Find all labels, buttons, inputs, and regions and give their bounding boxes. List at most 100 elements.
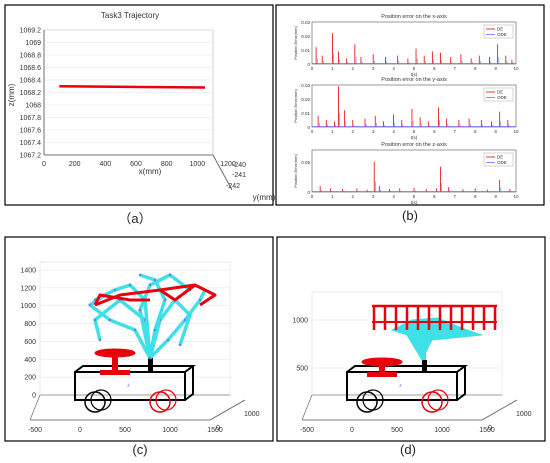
z-axis-label: z(mm) <box>7 83 16 106</box>
z-tick-label: 1069 <box>25 40 41 47</box>
z-tick-label: 1068.4 <box>20 78 42 85</box>
subplot-frame <box>311 21 517 65</box>
legend-de-label: DE <box>497 27 503 32</box>
y-tick-label: 0.01 <box>301 48 310 53</box>
x-tick-label: 1000 <box>190 161 206 168</box>
y-tick-label: 0 <box>488 425 492 432</box>
panel-a-border <box>4 4 274 206</box>
arm-joint <box>163 298 167 302</box>
arm-joint <box>183 318 187 322</box>
cart-box-side <box>184 366 194 401</box>
x-tick-label: 500 <box>119 427 131 434</box>
arm-joint <box>153 278 157 282</box>
legend-ode-label: ODE <box>497 160 507 165</box>
panel-c-robot-plot: 0 200 400 600 800 1000 1200 1400 -500 0 500 1000 150… <box>4 236 274 442</box>
z-tick-label: 400 <box>24 357 36 364</box>
x-tick-label: 6 <box>433 194 436 199</box>
y-axis-label: Position Error(mm) <box>293 89 298 123</box>
arm-joint <box>153 328 157 332</box>
caption-d: (d) <box>400 442 416 457</box>
x-tick-label: 5 <box>413 194 416 199</box>
x-tick-label: 3 <box>372 129 375 134</box>
x-axis-label: x(mm) <box>139 167 162 176</box>
x-tick-label: 10 <box>513 194 519 199</box>
subplot-title: Position error on the y-axis <box>381 77 447 83</box>
y-tick-label: 0 <box>216 425 220 432</box>
y-axis-line <box>212 154 233 191</box>
z-tick-label: 1068 <box>25 103 41 110</box>
x-tick-label: 4 <box>392 194 395 199</box>
x-tick-label: 1 <box>331 66 334 71</box>
x-tick-label: 400 <box>99 161 111 168</box>
x-axis-label: t(s) <box>411 135 418 140</box>
x-tick-label: 1000 <box>434 427 450 434</box>
arm-joint <box>128 283 132 287</box>
x-tick-label: 0 <box>350 427 354 434</box>
z-tick-label: 1067.4 <box>20 140 42 147</box>
legend-de-label: DE <box>497 155 503 160</box>
y-tick-label: 1000 <box>516 411 532 418</box>
z-tick-label: 1400 <box>20 268 36 275</box>
x-tick-label: 7 <box>454 66 457 71</box>
y-tick-label: 0 <box>307 125 310 130</box>
z-tick-label: 1067.8 <box>20 115 42 122</box>
x-tick-label: 4 <box>392 66 395 71</box>
red-base <box>367 372 397 377</box>
x-tick-label: 0 <box>78 427 82 434</box>
panel-b-error-charts: Position error on the x-axis 0 0.01 0.02 0.0… <box>275 4 545 206</box>
arm-joint <box>93 318 97 322</box>
x-tick-label: -500 <box>300 427 314 434</box>
y-axis-line <box>209 399 246 421</box>
y-tick-label: 0 <box>307 62 310 67</box>
x-tick-label: 200 <box>69 161 81 168</box>
y-tick-label: 0.01 <box>301 111 310 116</box>
arm-joint <box>98 338 102 342</box>
x-axis-label: t(s) <box>411 72 418 77</box>
x-tick-label: 1 <box>331 194 334 199</box>
arm-mount <box>148 358 153 373</box>
x-tick-label: 3 <box>372 194 375 199</box>
y-tick-label: -242 <box>226 183 240 190</box>
wheel-left-back <box>90 389 112 411</box>
x-tick-label: 9 <box>494 66 497 71</box>
subplot-title: Position error on the x-axis <box>381 14 447 20</box>
y-tick-label: 0.02 <box>301 34 310 39</box>
legend-ode-label: ODE <box>497 32 507 37</box>
subplot-frame <box>311 149 517 193</box>
subplot-frame <box>311 84 517 128</box>
z-tick-label: 200 <box>24 375 36 382</box>
arm-joint <box>88 303 92 307</box>
z-tick-label: 0 <box>32 393 36 400</box>
y-tick-label: 0.03 <box>301 83 310 88</box>
x-tick-label: 2 <box>352 66 355 71</box>
caption-b: (b) <box>402 208 418 223</box>
y-axis-line <box>481 399 518 421</box>
z-tick-label: 1068.6 <box>20 65 42 72</box>
x-tick-label: 1000 <box>162 427 178 434</box>
x-tick-label: -500 <box>28 427 42 434</box>
x-tick-label: 10 <box>513 129 519 134</box>
floor-left-edge <box>301 394 313 421</box>
y-axis-label: Position Error(mm) <box>293 26 298 60</box>
red-frame-3 <box>159 283 196 302</box>
z-tick-label: 1067.2 <box>20 153 42 160</box>
x-tick-label: 2 <box>352 129 355 134</box>
center-marker: * <box>127 384 130 391</box>
x-tick-label: 5 <box>413 129 416 134</box>
y-tick-label: 0.03 <box>301 20 310 25</box>
y-axis-label: Position Error(mm) <box>293 154 298 188</box>
z-tick-label: 600 <box>24 339 36 346</box>
arm-joint <box>138 273 142 277</box>
red-column <box>112 353 118 373</box>
x-tick-label: 10 <box>513 66 519 71</box>
x-axis-label: t(s) <box>411 200 418 205</box>
x-tick-label: 500 <box>391 427 403 434</box>
z-tick-label: 1200 <box>20 285 36 292</box>
arm-joint <box>138 308 142 312</box>
x-tick-label: 5 <box>413 66 416 71</box>
y-tick-label: -240 <box>232 162 246 169</box>
x-tick-label: 1500 <box>479 427 495 434</box>
caption-a: （a） <box>118 211 152 226</box>
arm-joint <box>148 356 152 360</box>
